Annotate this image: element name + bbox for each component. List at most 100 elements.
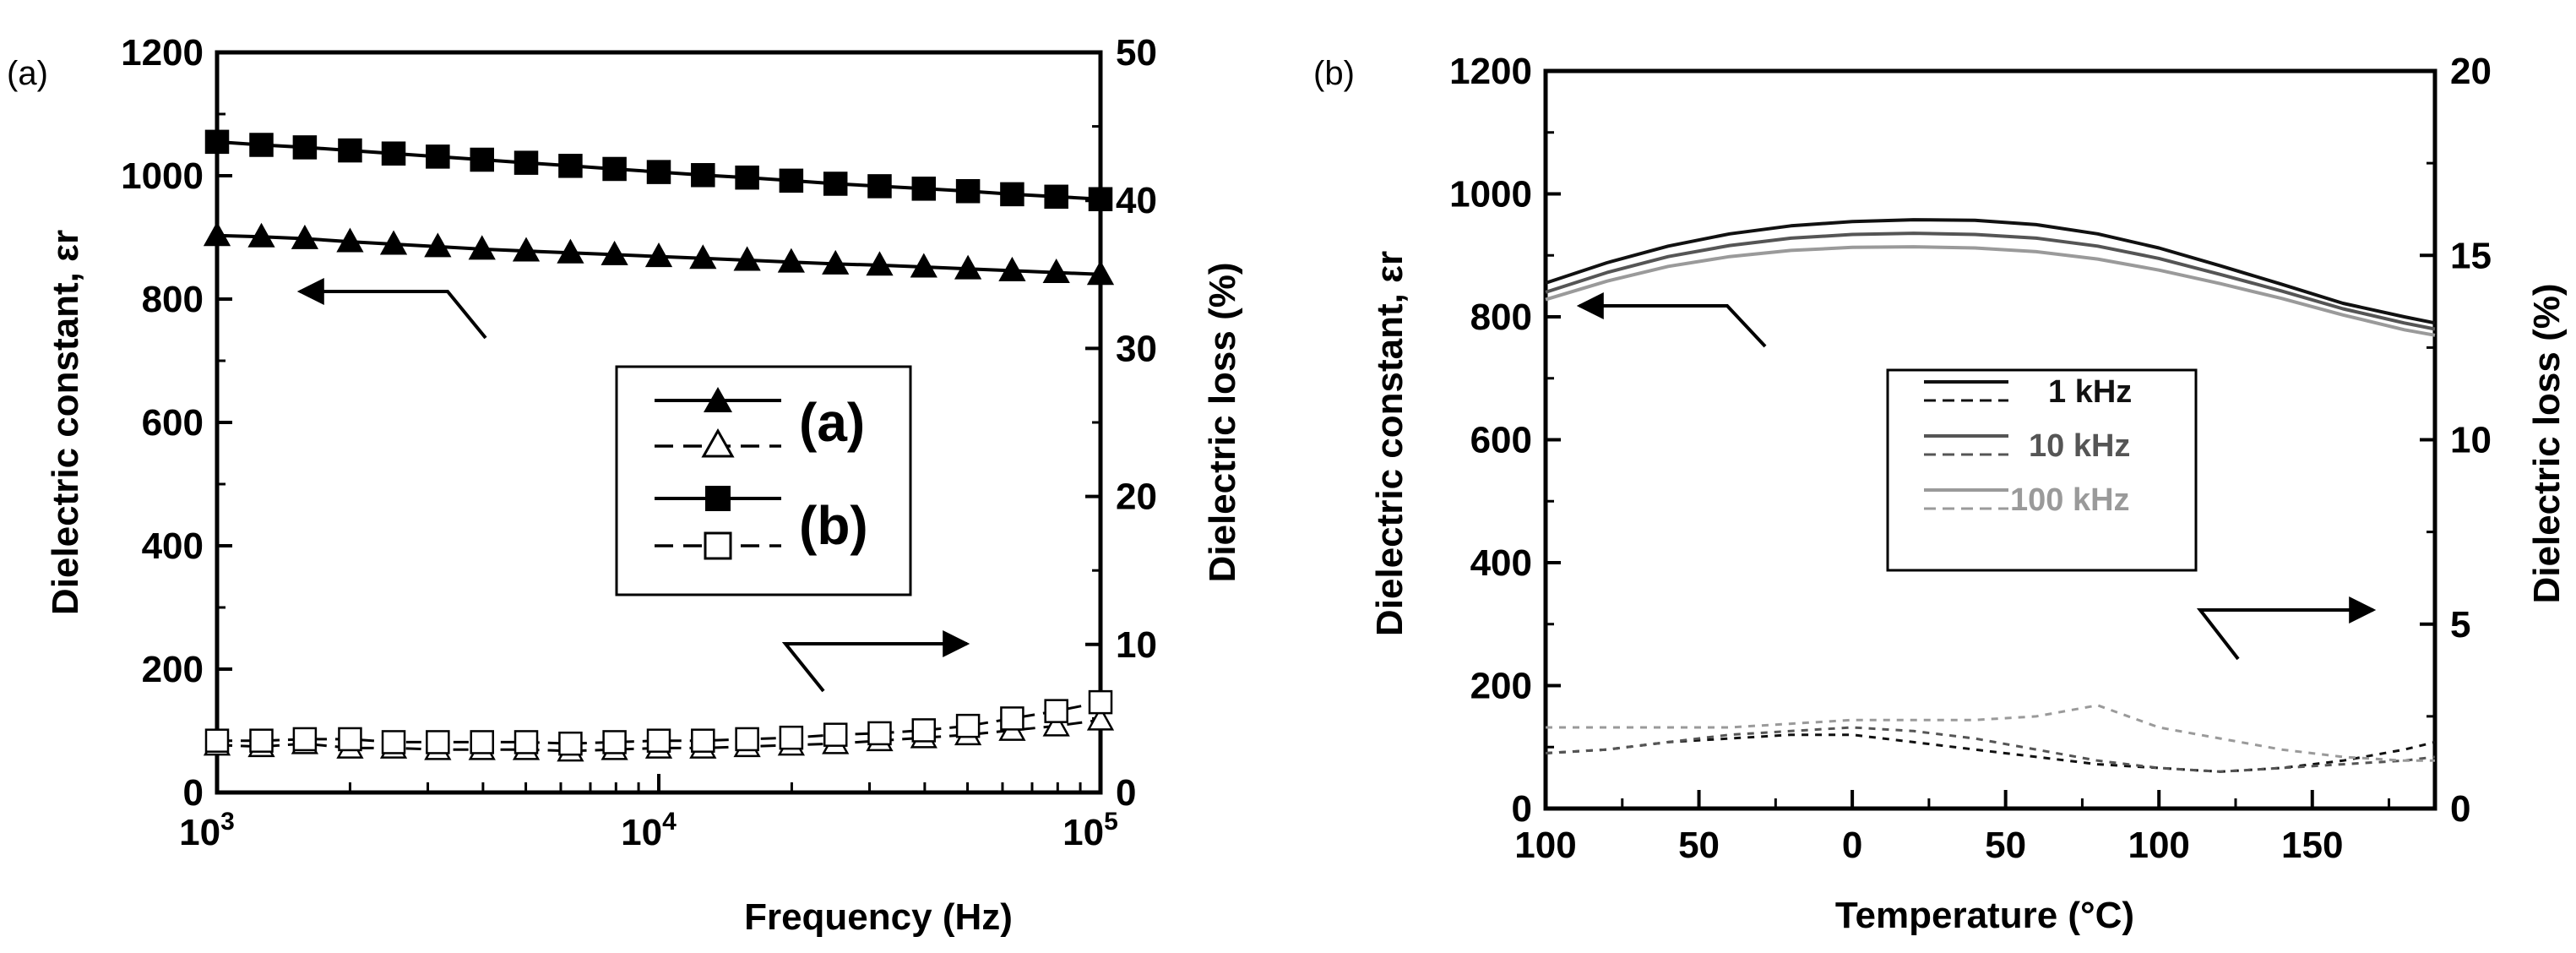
a-square-marker	[602, 730, 627, 754]
a-triangle-marker	[689, 244, 717, 270]
a-x-tick-label: 104	[621, 808, 677, 853]
legend-b-filled-square-marker	[705, 486, 731, 511]
a-triangle-marker	[777, 248, 805, 273]
panel-b-x-axis: 100 50 0 50 100 150	[1514, 790, 2391, 866]
a-right-tick-label: 20	[1116, 476, 1157, 518]
a-triangle-marker	[336, 227, 364, 253]
b-left-tick-label: 800	[1470, 297, 1532, 338]
legend-a-filled-triangle-marker	[704, 387, 732, 412]
a-left-tick-label: 1000	[121, 155, 204, 197]
legend-1khz-label: 1 kHz	[2048, 374, 2132, 410]
a-square-marker	[911, 177, 937, 201]
a-square-marker	[646, 160, 671, 184]
a-triangle-marker	[998, 256, 1026, 281]
a-square-marker	[1044, 699, 1068, 723]
b-x-tick-label: 50	[1678, 825, 1720, 866]
legend-100khz-label: 100 kHz	[2010, 482, 2130, 518]
a-left-tick-label: 800	[142, 279, 204, 320]
a-square-marker	[514, 730, 539, 754]
b-left-tick-label: 200	[1470, 666, 1532, 707]
b-x-tick-label: 0	[1842, 825, 1862, 866]
a-square-marker	[955, 713, 981, 738]
b-right-tick-label: 0	[2450, 788, 2470, 830]
a-x-tick-label: 105	[1062, 808, 1118, 853]
a-square-marker	[911, 718, 937, 743]
a-right-tick-label: 10	[1116, 624, 1157, 666]
a-triangle-marker	[557, 238, 584, 264]
panel-b-right-y-axis-title: Dielectric loss (%)	[2526, 283, 2568, 603]
panel-b-y-axis-title: Dielectric constant, εr	[1369, 251, 1410, 636]
b-left-tick-label: 600	[1470, 420, 1532, 461]
a-square-marker	[249, 728, 274, 753]
a-triangle-marker	[512, 237, 541, 262]
b-left-tick-label: 400	[1470, 542, 1532, 584]
a-triangle-marker	[733, 246, 761, 271]
legend-10khz-label: 10 kHz	[2029, 428, 2130, 464]
a-left-tick-label: 200	[142, 649, 204, 690]
a-square-marker	[867, 174, 892, 199]
a-square-marker	[558, 154, 583, 178]
a-triangle-marker	[910, 253, 937, 278]
panel-a-series	[203, 129, 1115, 762]
a-triangle-marker	[203, 221, 231, 247]
a-square-marker	[470, 147, 494, 172]
a-right-tick-label: 30	[1116, 328, 1157, 369]
a-triangle-marker	[644, 242, 673, 268]
panel-b-left-y-axis: 0 200 400 600 800 1000 1200	[1449, 51, 1561, 830]
a-square-marker	[204, 728, 230, 753]
b-constant-curve	[1545, 218, 2436, 325]
b-left-tick-label: 0	[1512, 788, 1532, 830]
a-triangle-marker	[866, 251, 894, 276]
a-square-marker	[1044, 184, 1068, 210]
panel-a-right-axis-arrow	[781, 630, 970, 693]
a-triangle-marker	[1042, 711, 1070, 737]
a-square-marker	[514, 150, 539, 175]
a-triangle-marker	[1086, 260, 1115, 286]
a-right-tick-label: 50	[1116, 32, 1157, 74]
b-right-tick-label: 10	[2450, 420, 2492, 461]
b-x-tick-label: 150	[2281, 825, 2343, 866]
b-x-tick-label: 50	[1985, 825, 2026, 866]
panel-a-right-y-axis-title: Dielectric loss (%)	[1202, 262, 1243, 582]
a-square-marker	[338, 138, 362, 163]
a-square-marker	[426, 144, 450, 169]
legend-a-open-triangle-marker	[701, 427, 735, 458]
a-square-marker	[823, 722, 848, 747]
panel-b-right-axis-arrow	[2196, 596, 2377, 661]
b-loss-curve	[1546, 704, 2435, 762]
panel-a-legend: (a) (b)	[615, 365, 912, 596]
panel-b-series	[1545, 218, 2436, 773]
panel-b-legend-box	[1886, 368, 2198, 572]
a-left-tick-label: 0	[183, 772, 204, 814]
a-square-marker	[204, 129, 230, 155]
a-square-marker	[292, 135, 318, 160]
a-triangle-marker	[822, 249, 850, 275]
a-right-tick-label: 40	[1116, 180, 1157, 221]
b-right-tick-label: 20	[2450, 51, 2492, 92]
b-left-tick-label: 1200	[1449, 51, 1532, 92]
a-square-marker	[381, 141, 406, 166]
b-constant-curve	[1545, 245, 2436, 337]
panel-a-x-axis: 103 104 105	[179, 774, 1118, 853]
a-square-marker	[691, 163, 715, 188]
panel-a-left-axis-arrow	[296, 278, 487, 340]
a-left-tick-label: 400	[142, 526, 204, 567]
panel-a-label: (a)	[7, 55, 48, 92]
panel-a-chart: (a) 0 200 400 600 800 1000 1200 0 10 20 30 40 50 10…	[7, 32, 1243, 938]
b-left-tick-label: 1000	[1449, 174, 1532, 215]
a-triangle-marker	[247, 222, 275, 248]
a-square-marker	[381, 730, 406, 754]
a-triangle-marker	[291, 224, 319, 249]
a-square-marker	[955, 179, 981, 204]
panel-a-right-y-axis: 0 10 20 30 40 50	[1085, 32, 1157, 814]
panel-a-left-y-axis: 0 200 400 600 800 1000 1200	[121, 32, 232, 814]
a-square-marker	[602, 156, 627, 182]
a-left-tick-label: 600	[142, 402, 204, 444]
a-square-marker	[292, 727, 318, 752]
a-triangle-marker	[601, 240, 628, 265]
b-x-tick-label: 100	[2128, 825, 2189, 866]
panel-b-x-axis-title: Temperature (°C)	[1835, 895, 2134, 936]
a-square-marker	[867, 721, 892, 746]
a-triangle-marker	[379, 230, 408, 255]
